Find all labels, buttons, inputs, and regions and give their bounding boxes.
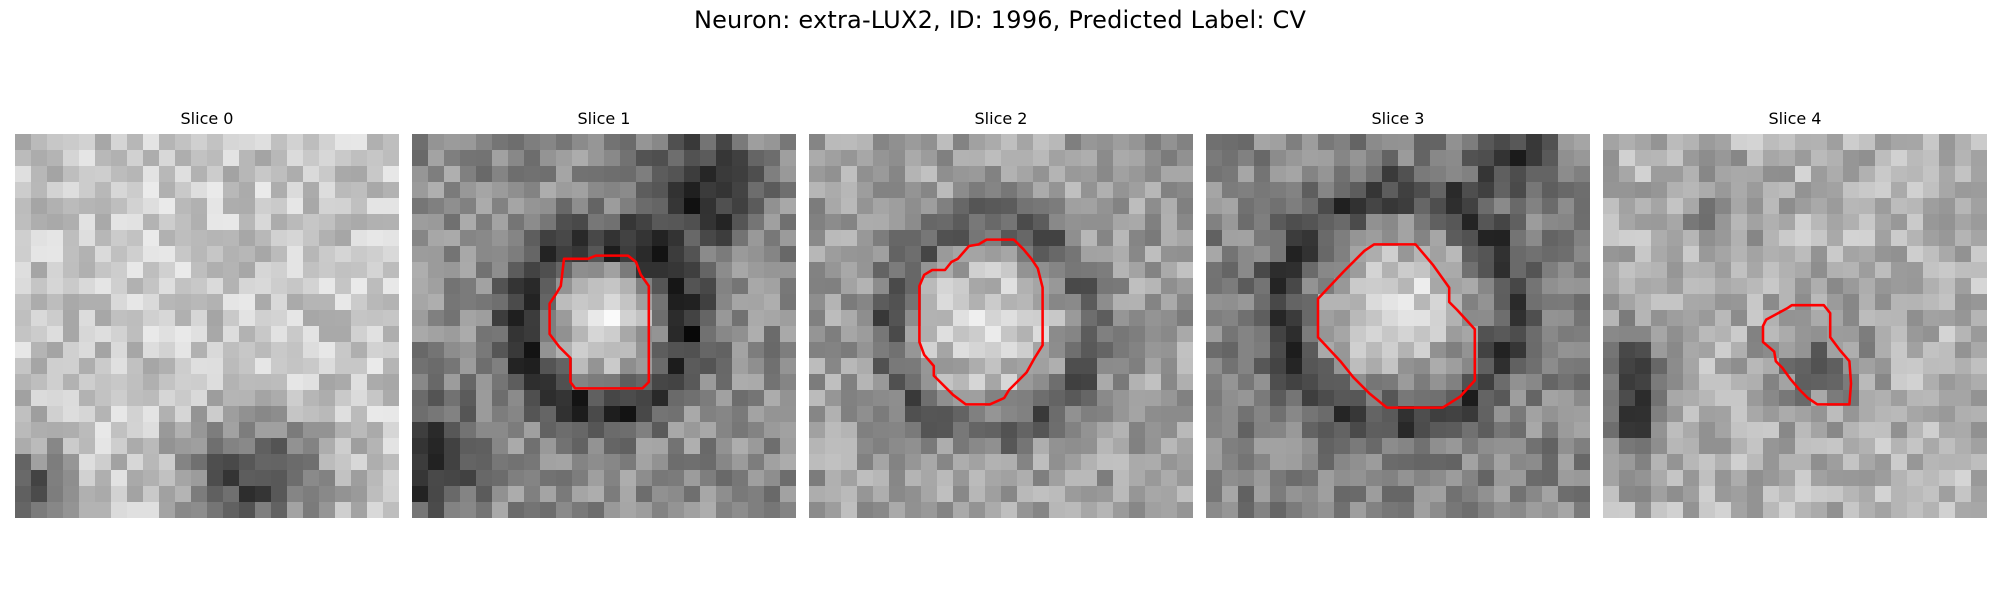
slice-title: Slice 3	[1371, 109, 1425, 128]
segmentation-contour	[548, 254, 651, 390]
slice-image	[15, 134, 399, 518]
slice-title: Slice 0	[180, 109, 234, 128]
pixel-grid	[15, 134, 399, 518]
slice-image	[809, 134, 1193, 518]
slice-image-svg	[1206, 134, 1590, 518]
slice-panel-2: Slice 2	[809, 108, 1193, 518]
pixel-grid	[1603, 134, 1987, 518]
slice-panel-4: Slice 4	[1603, 108, 1987, 518]
slice-title: Slice 1	[577, 109, 631, 128]
slice-image	[1206, 134, 1590, 518]
slice-panel-1: Slice 1	[412, 108, 796, 518]
segmentation-contour	[1761, 303, 1853, 406]
figure-title: Neuron: extra-LUX2, ID: 1996, Predicted …	[693, 6, 1307, 34]
slice-image	[412, 134, 796, 518]
slice-title: Slice 4	[1768, 109, 1822, 128]
segmentation-contour	[918, 238, 1044, 406]
segmentation-contour	[1316, 243, 1477, 409]
pixel-grid	[412, 134, 796, 518]
pixel-grid	[809, 134, 1193, 518]
slice-image	[1603, 134, 1987, 518]
slice-image-svg	[1603, 134, 1987, 518]
slice-panel-0: Slice 0	[15, 108, 399, 518]
slice-image-svg	[412, 134, 796, 518]
slice-title: Slice 2	[974, 109, 1028, 128]
slice-panel-3: Slice 3	[1206, 108, 1590, 518]
slice-image-svg	[15, 134, 399, 518]
pixel-grid	[1206, 134, 1590, 518]
slice-image-svg	[809, 134, 1193, 518]
